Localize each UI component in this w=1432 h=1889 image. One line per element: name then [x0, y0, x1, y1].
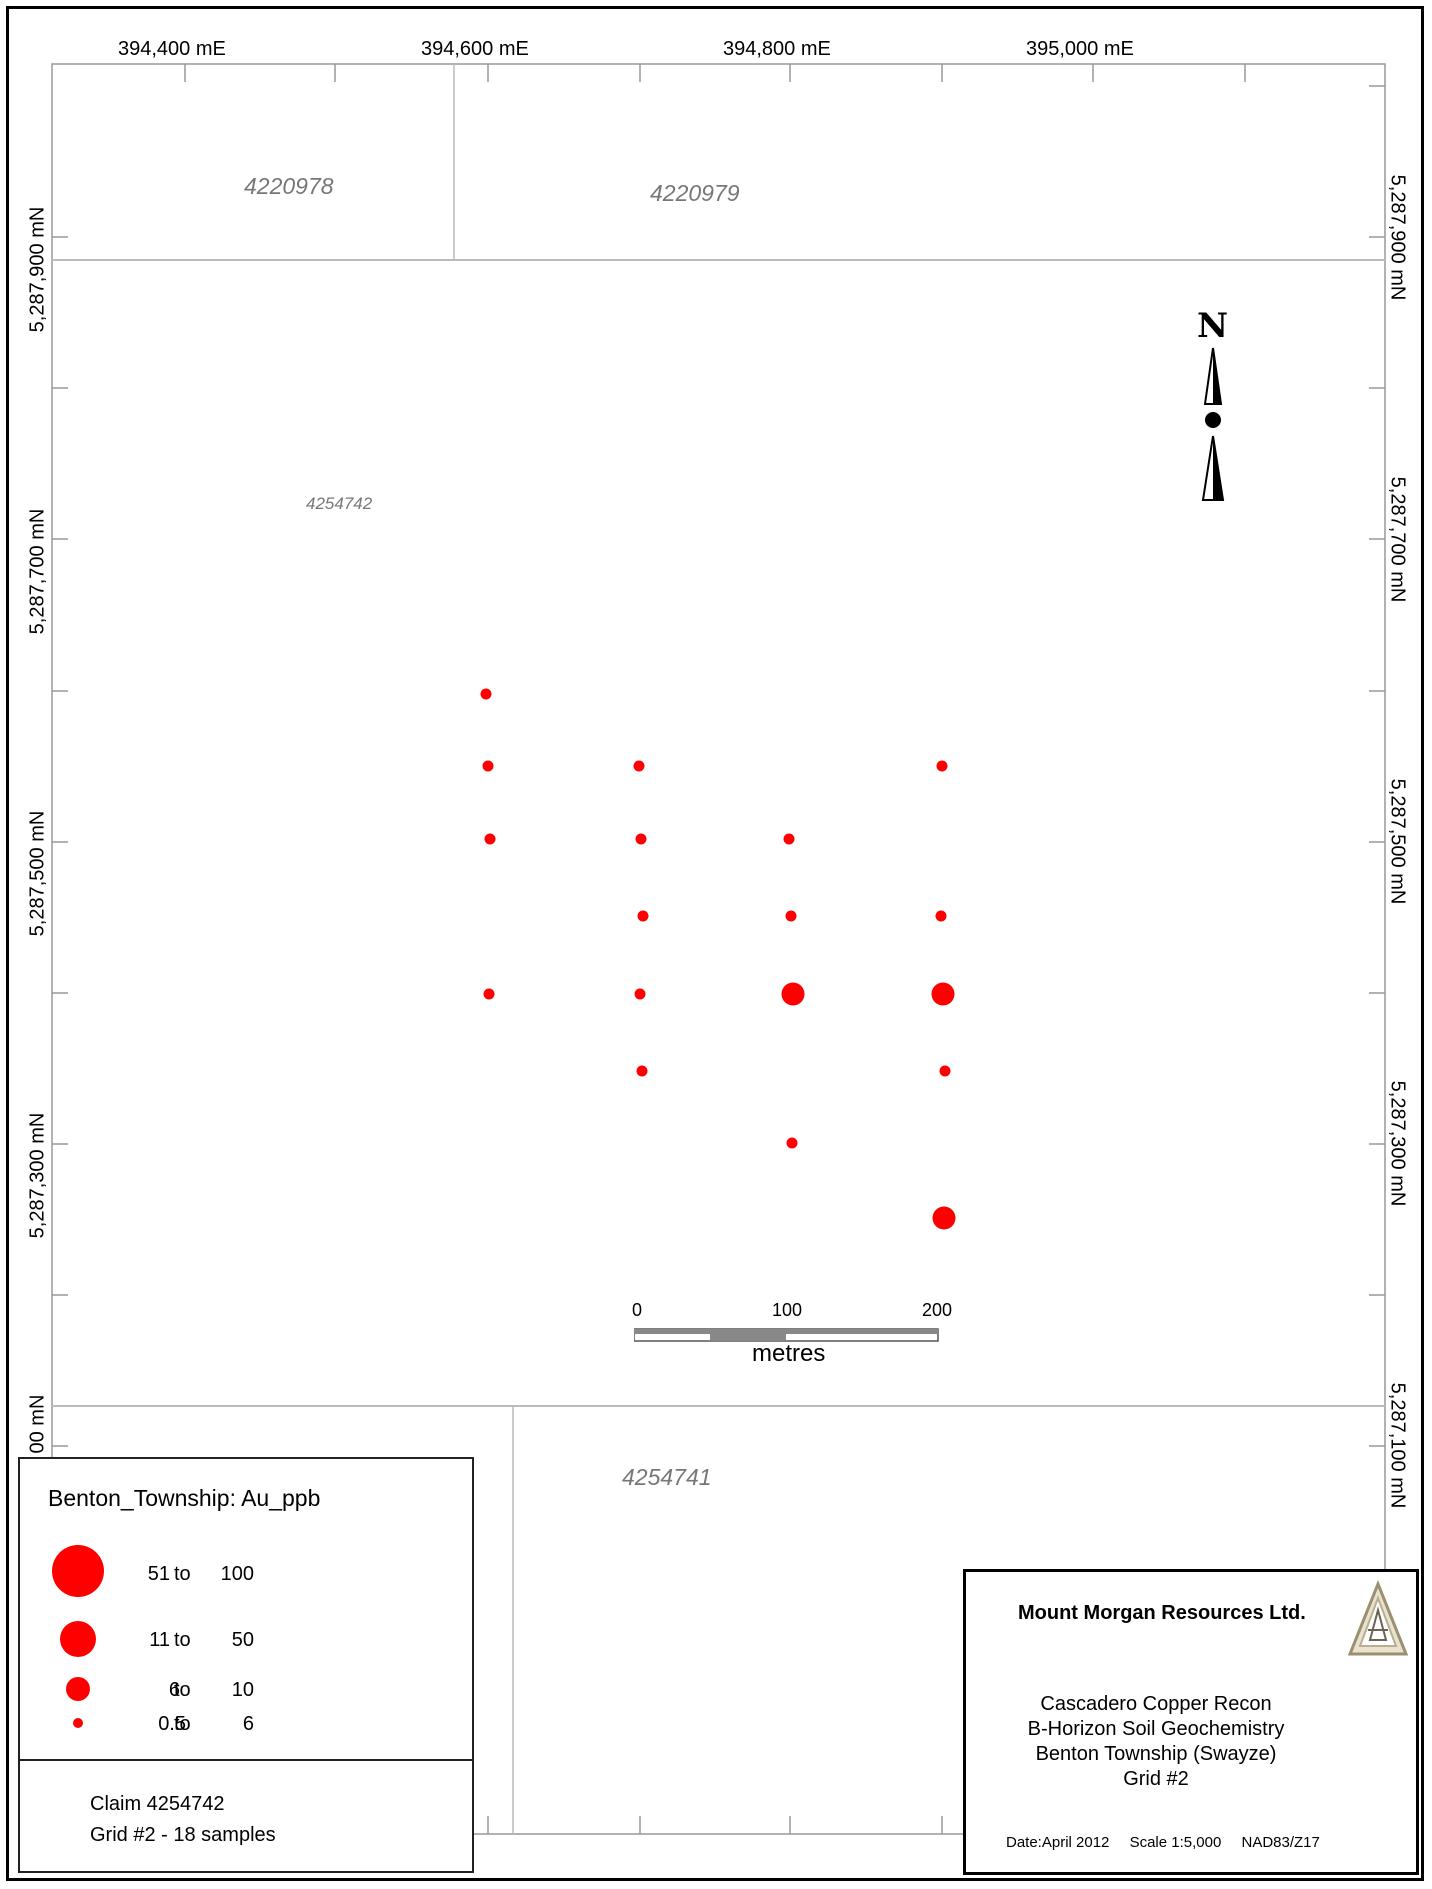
map-date: Date:April 2012: [1006, 1834, 1110, 1851]
project-description: Cascadero Copper Recon B-Horizon Soil Ge…: [986, 1692, 1326, 1792]
neatline: [51, 63, 1386, 1835]
legend-max: 10: [231, 1679, 254, 1701]
northing-label-right: 5,287,500 mN: [1386, 778, 1409, 905]
scale-bar: 0 100 200 metres: [620, 1300, 960, 1380]
company-name: Mount Morgan Resources Ltd.: [1018, 1602, 1306, 1624]
easting-label: 395,000 mE: [1026, 38, 1134, 60]
northing-label-left: 5,287,900 mN: [26, 206, 49, 333]
sample-point: [635, 833, 647, 845]
scale-bar-graphic: [634, 1328, 939, 1342]
northing-label-right: 5,287,900 mN: [1386, 174, 1409, 301]
sample-point: [482, 760, 494, 772]
sample-point: [637, 910, 649, 922]
legend-to: to: [174, 1629, 191, 1651]
company-logo-icon: [1347, 1580, 1409, 1656]
legend-item: 51 to 100: [20, 1545, 320, 1597]
project-line: B-Horizon Soil Geochemistry: [1027, 1718, 1285, 1740]
sample-point: [783, 833, 795, 845]
legend-to: to: [174, 1679, 191, 1701]
claim-note: Claim 4254742: [90, 1793, 225, 1815]
sample-point: [636, 1065, 648, 1077]
title-footer: Date:April 2012 Scale 1:5,000 NAD83/Z17: [1006, 1834, 1336, 1851]
bottom-ticks: [487, 1816, 943, 1834]
sample-point: [483, 988, 495, 1000]
easting-label: 394,600 mE: [421, 38, 529, 60]
claim-label: 4254741: [622, 1464, 712, 1490]
left-ticks: [52, 236, 68, 1447]
sample-point: [785, 910, 797, 922]
legend-symbol-sm: [73, 1718, 83, 1728]
project-line: Benton Township (Swayze): [1035, 1743, 1277, 1765]
legend-to: to: [174, 1713, 191, 1735]
north-label: N: [1197, 306, 1229, 346]
sample-point: [480, 688, 492, 700]
sample-point: [633, 760, 645, 772]
legend-note: Claim 4254742 Grid #2 - 18 samples: [20, 1759, 472, 1875]
northing-label-left: 5,287,700 mN: [26, 508, 49, 635]
northing-label-left: 5,287,300 mN: [26, 1112, 49, 1239]
legend-min: 11: [149, 1629, 170, 1651]
project-line: Cascadero Copper Recon: [1040, 1693, 1272, 1715]
top-ticks: [184, 64, 1246, 82]
scale-unit: metres: [752, 1340, 826, 1367]
claim-label: 4220979: [650, 180, 740, 206]
grid-note: Grid #2 - 18 samples: [90, 1824, 276, 1846]
project-line: Grid #2: [1123, 1768, 1189, 1790]
claim-label: 4254742: [306, 494, 373, 513]
scale-tick-label: 100: [772, 1300, 803, 1320]
map-scale: Scale 1:5,000: [1129, 1834, 1222, 1851]
sample-point: [781, 982, 805, 1006]
legend-min: 0.5: [158, 1713, 186, 1735]
legend-to: to: [174, 1563, 191, 1585]
legend-item: 6 to 10: [20, 1671, 320, 1711]
claim-label: 4220978: [244, 173, 334, 199]
sample-point: [634, 988, 646, 1000]
legend-item: 11 to 50: [20, 1621, 320, 1661]
map-datum: NAD83/Z17: [1241, 1834, 1320, 1851]
legend-max: 50: [231, 1629, 254, 1651]
northing-label-right: 5,287,100 mN: [1386, 1382, 1409, 1509]
sample-point: [935, 910, 947, 922]
northing-label-right: 5,287,300 mN: [1386, 1080, 1409, 1207]
sample-point: [786, 1137, 798, 1149]
sample-point: [932, 1206, 956, 1230]
north-arrow-icon: [1201, 347, 1225, 501]
legend-max: 6: [242, 1713, 254, 1735]
sample-points-layer: [480, 688, 956, 1230]
sample-point: [931, 982, 955, 1006]
right-ticks: [1369, 85, 1385, 1447]
legend-min: 51: [147, 1563, 170, 1585]
northing-label-left: 5,287,500 mN: [26, 810, 49, 937]
easting-label: 394,400 mE: [118, 38, 226, 60]
legend-symbol-md: [66, 1677, 90, 1701]
scale-tick-label: 0: [632, 1300, 643, 1320]
sample-point: [936, 760, 948, 772]
title-block: Mount Morgan Resources Ltd. Cascadero Co…: [963, 1569, 1419, 1875]
legend-max: 100: [220, 1563, 254, 1585]
scale-tick-label: 200: [922, 1300, 953, 1320]
legend-item: 0.5 to 6: [20, 1705, 320, 1745]
legend-panel: Benton_Township: Au_ppb 51 to 100 11 to …: [18, 1457, 474, 1873]
map-frame: [6, 6, 1424, 1881]
northing-label-left: 00 mN: [26, 1394, 49, 1454]
easting-label: 394,800 mE: [723, 38, 831, 60]
legend-title: Benton_Township: Au_ppb: [48, 1485, 321, 1511]
northing-label-right: 5,287,700 mN: [1386, 476, 1409, 603]
legend-min: 6: [168, 1679, 180, 1701]
sample-point: [484, 833, 496, 845]
legend-symbol-lg: [60, 1621, 96, 1657]
legend-symbol-xl: [52, 1545, 104, 1597]
sample-point: [939, 1065, 951, 1077]
